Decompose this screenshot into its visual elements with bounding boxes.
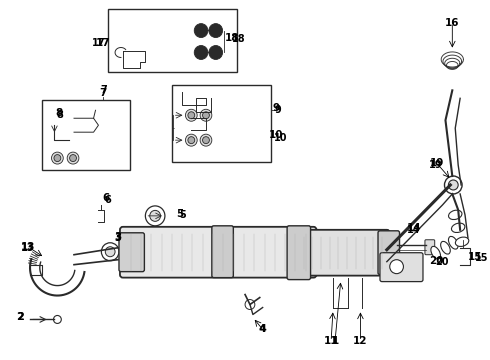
Circle shape — [51, 152, 63, 164]
Circle shape — [150, 210, 161, 221]
Ellipse shape — [431, 246, 441, 259]
Text: 12: 12 — [353, 336, 368, 346]
Circle shape — [390, 260, 403, 274]
Circle shape — [188, 112, 195, 119]
Text: 9: 9 — [273, 103, 280, 113]
Text: 4: 4 — [259, 324, 266, 334]
Circle shape — [202, 112, 209, 119]
Text: 20: 20 — [429, 256, 444, 266]
Text: 5: 5 — [179, 210, 186, 220]
Text: 3: 3 — [114, 232, 122, 242]
Bar — [108, 9, 237, 72]
Circle shape — [194, 24, 208, 37]
Text: 4: 4 — [259, 324, 267, 334]
Circle shape — [197, 49, 205, 57]
Circle shape — [202, 137, 209, 144]
Ellipse shape — [448, 237, 458, 249]
Text: 18: 18 — [225, 32, 240, 42]
Text: 17: 17 — [96, 37, 111, 48]
Bar — [42, 100, 130, 170]
Circle shape — [200, 134, 212, 146]
Circle shape — [188, 137, 195, 144]
Text: 13: 13 — [22, 243, 35, 253]
Ellipse shape — [455, 237, 469, 247]
Circle shape — [185, 109, 197, 121]
Circle shape — [209, 45, 222, 59]
FancyBboxPatch shape — [425, 240, 435, 255]
Circle shape — [245, 300, 255, 310]
Text: 19: 19 — [429, 160, 442, 170]
Text: 19: 19 — [429, 158, 444, 168]
Text: 1: 1 — [331, 336, 339, 346]
Text: 17: 17 — [92, 37, 105, 48]
Circle shape — [105, 247, 115, 257]
Text: 8: 8 — [56, 110, 63, 120]
FancyBboxPatch shape — [119, 233, 145, 272]
Text: 11: 11 — [324, 336, 339, 346]
FancyBboxPatch shape — [380, 253, 423, 282]
Text: 2: 2 — [17, 312, 24, 323]
Ellipse shape — [451, 223, 465, 233]
Text: 8: 8 — [56, 108, 63, 118]
Text: 18: 18 — [232, 33, 246, 44]
FancyBboxPatch shape — [287, 226, 311, 280]
Text: 5: 5 — [176, 209, 183, 219]
Circle shape — [70, 154, 76, 162]
FancyBboxPatch shape — [378, 231, 399, 275]
Circle shape — [185, 134, 197, 146]
Text: 7: 7 — [100, 85, 107, 95]
Text: 2: 2 — [17, 312, 24, 323]
Text: 10: 10 — [269, 130, 284, 140]
Text: 9: 9 — [274, 105, 281, 115]
Text: 15: 15 — [475, 253, 489, 263]
Circle shape — [54, 154, 61, 162]
Text: 7: 7 — [99, 88, 107, 98]
Text: 16: 16 — [445, 18, 460, 28]
Circle shape — [444, 176, 462, 194]
Circle shape — [212, 27, 220, 35]
Circle shape — [194, 45, 208, 59]
Circle shape — [209, 24, 222, 37]
Text: 6: 6 — [102, 193, 110, 203]
Circle shape — [146, 206, 165, 226]
Circle shape — [53, 315, 61, 323]
Circle shape — [67, 152, 79, 164]
Text: 14: 14 — [407, 223, 421, 233]
Circle shape — [200, 109, 212, 121]
Circle shape — [448, 180, 458, 190]
Text: 10: 10 — [274, 133, 288, 143]
Text: 20: 20 — [436, 257, 449, 267]
Circle shape — [197, 27, 205, 35]
Text: 15: 15 — [467, 252, 482, 262]
Text: 14: 14 — [407, 225, 420, 235]
Text: 3: 3 — [115, 233, 122, 243]
Ellipse shape — [441, 241, 450, 254]
Ellipse shape — [448, 210, 462, 220]
FancyBboxPatch shape — [120, 227, 317, 278]
Circle shape — [212, 49, 220, 57]
Text: 13: 13 — [21, 242, 35, 252]
Circle shape — [101, 243, 119, 261]
Text: 6: 6 — [105, 195, 112, 205]
Bar — [172, 85, 271, 162]
FancyBboxPatch shape — [212, 226, 233, 278]
FancyBboxPatch shape — [296, 230, 390, 276]
